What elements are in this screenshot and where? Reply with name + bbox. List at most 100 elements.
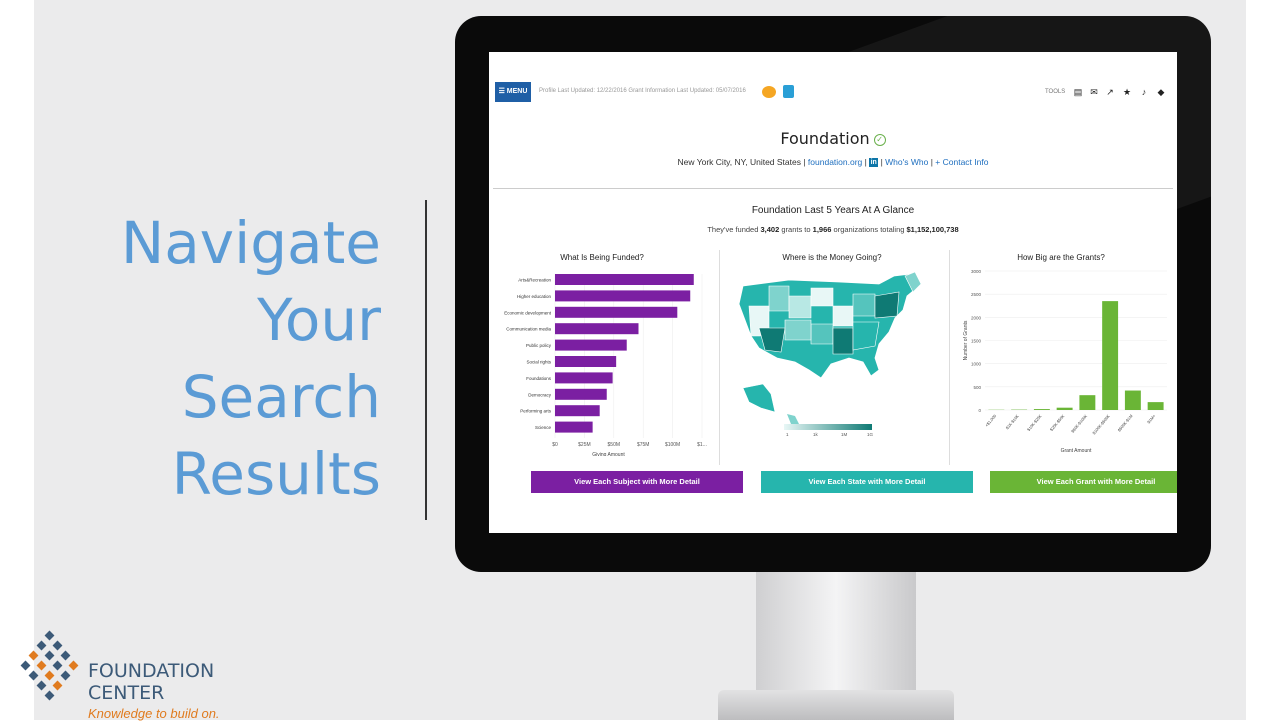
x-tick-label: $50M — [608, 442, 621, 448]
state-panel-title: Where is the Money Going? — [727, 253, 937, 262]
category-label: Higher education — [517, 294, 552, 299]
bar — [1079, 395, 1095, 410]
y-tick-label: 3000 — [971, 269, 982, 274]
headline-divider — [425, 200, 427, 520]
bar — [1148, 402, 1164, 410]
category-label: $1K-$10K — [1005, 413, 1020, 430]
category-label: Public policy — [526, 343, 552, 348]
y-tick-label: 1500 — [971, 339, 982, 344]
bell-icon[interactable]: ♪ — [1139, 87, 1149, 97]
x-tick-label: $100M — [665, 442, 680, 448]
org-info-line: New York City, NY, United States | found… — [489, 157, 1177, 167]
x-tick-label: $25M — [578, 442, 591, 448]
transparency-badge-icon[interactable] — [783, 85, 794, 98]
org-website-link[interactable]: foundation.org — [808, 157, 862, 167]
tools-label: TOOLS — [1045, 89, 1065, 95]
mail-icon[interactable]: ✉ — [1089, 87, 1099, 97]
candid-seal-icon — [762, 86, 776, 98]
tag-icon[interactable]: ◆ — [1156, 87, 1166, 97]
org-location: New York City, NY, United States — [678, 157, 801, 167]
bar — [1034, 409, 1050, 410]
subject-panel-title: What Is Being Funded? — [497, 253, 707, 262]
category-label: $10K-$25K — [1026, 413, 1043, 432]
bar — [555, 290, 690, 301]
category-label: Social rights — [526, 360, 551, 365]
map-legend-tick: 1 — [786, 432, 789, 436]
grants-count: 3,402 — [761, 225, 780, 234]
orgs-count: 1,966 — [813, 225, 832, 234]
bar — [555, 422, 593, 433]
view-grant-button[interactable]: View Each Grant with More Detail — [990, 471, 1177, 493]
category-label: Arts&Recreation — [518, 278, 551, 283]
verified-icon: ✓ — [874, 134, 886, 146]
map-legend-tick: 1k — [813, 432, 819, 436]
bar — [555, 323, 638, 334]
hawaii-shape — [787, 414, 799, 424]
grant-panel-title: How Big are the Grants? — [956, 253, 1166, 262]
headline-line-3: Search — [34, 359, 381, 436]
external-link-icon[interactable]: ↗ — [1105, 87, 1115, 97]
glance-summary: They've funded 3,402 grants to 1,966 org… — [489, 225, 1177, 234]
us-map: 1 1k 1M 1G — [729, 266, 939, 436]
contact-info-link[interactable]: + Contact Info — [935, 157, 988, 167]
category-label: $50K-$100K — [1070, 413, 1088, 434]
brand-tagline: Knowledge to build on. — [88, 706, 220, 721]
slide-background: Navigate Your Search Results ☰ MENU Prof… — [34, 0, 1246, 720]
glance-title: Foundation Last 5 Years At A Glance — [489, 205, 1177, 216]
linkedin-icon[interactable]: in — [869, 158, 878, 167]
bar — [555, 389, 607, 400]
y-tick-label: 2500 — [971, 292, 982, 297]
bar — [555, 274, 694, 285]
menu-button[interactable]: ☰ MENU — [495, 82, 531, 102]
document-icon[interactable]: ▤ — [1073, 87, 1083, 97]
category-label: <$1,000 — [984, 413, 998, 428]
whos-who-link[interactable]: Who's Who — [885, 157, 928, 167]
category-label: $500K-$1M — [1117, 413, 1134, 432]
view-state-button[interactable]: View Each State with More Detail — [761, 471, 973, 493]
alaska-shape — [743, 384, 775, 412]
view-subject-button[interactable]: View Each Subject with More Detail — [531, 471, 743, 493]
profile-last-updated: Profile Last Updated: 12/22/2016 Grant I… — [539, 88, 746, 94]
brand-name: FOUNDATION CENTER — [88, 660, 214, 704]
x-tick-label: $75M — [637, 442, 650, 448]
x-axis-label: Grant Amount — [1061, 448, 1092, 454]
category-label: $100K-$500K — [1091, 413, 1111, 435]
bar — [1125, 391, 1141, 410]
monitor-stand-base — [718, 690, 954, 720]
monitor-stand-neck — [756, 572, 916, 692]
bar — [1057, 408, 1073, 410]
category-label: Performing arts — [520, 409, 552, 414]
headline-line-1: Navigate — [34, 205, 381, 282]
y-tick-label: 2000 — [971, 315, 982, 320]
monitor-screen: ☰ MENU Profile Last Updated: 12/22/2016 … — [489, 52, 1177, 533]
x-tick-label: $0 — [552, 442, 558, 448]
map-legend-bar — [784, 424, 872, 430]
map-legend-tick: 1M — [841, 432, 848, 436]
star-icon[interactable]: ★ — [1122, 87, 1132, 97]
x-axis-label: Giving Amount — [592, 452, 625, 456]
bar — [1102, 301, 1118, 410]
bar — [555, 307, 677, 318]
category-label: $25K-$50K — [1049, 413, 1066, 432]
bar — [555, 356, 616, 367]
category-label: Foundations — [526, 376, 552, 381]
org-title: Foundation✓ — [489, 129, 1177, 148]
y-axis-label: Number of Grants — [963, 320, 969, 360]
category-label: Science — [535, 425, 552, 430]
category-label: $1M+ — [1146, 413, 1157, 424]
slide-headline: Navigate Your Search Results — [34, 205, 381, 513]
foundation-center-logo-icon — [20, 630, 84, 702]
headline-line-4: Results — [34, 436, 381, 513]
y-tick-label: 0 — [978, 408, 981, 413]
header-divider — [493, 188, 1173, 189]
x-tick-label: $1... — [697, 442, 707, 448]
bar — [555, 372, 613, 383]
map-legend-tick: 1G — [867, 432, 874, 436]
category-label: Communication media — [506, 327, 551, 332]
y-tick-label: 500 — [973, 385, 981, 390]
bar — [555, 405, 600, 416]
y-tick-label: 1000 — [971, 362, 982, 367]
profile-toolbar: ☰ MENU Profile Last Updated: 12/22/2016 … — [489, 52, 1177, 134]
total-amount: $1,152,100,738 — [907, 225, 959, 234]
grant-size-bar-chart: 0 500 1000 1500 2000 2500 3000 <$1,000 $1K-$10K $… — [959, 266, 1174, 461]
